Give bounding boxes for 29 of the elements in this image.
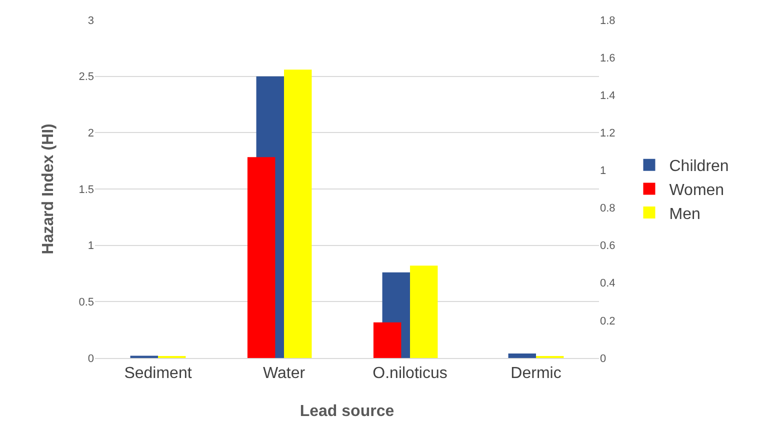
bar [508, 353, 536, 358]
y2-tick-label: 1.4 [600, 90, 616, 102]
legend-label: Women [669, 182, 724, 199]
x-tick-label: Dermic [510, 365, 562, 382]
y-tick-label: 3 [88, 14, 94, 27]
y-axis-title: Hazard Index (HI) [40, 124, 57, 254]
legend-label: Children [669, 158, 729, 176]
bar [410, 266, 438, 358]
y-tick-label: 2.5 [78, 71, 94, 84]
y-tick-label: 0.5 [78, 296, 94, 309]
y2-tick-label: 1 [600, 165, 606, 178]
x-axis-title: Lead source [300, 403, 394, 420]
y-tick-label: 1.5 [78, 184, 94, 196]
y2-tick-label: 0.6 [600, 240, 616, 252]
y-tick-label: 1 [88, 240, 94, 252]
x-tick-label: Water [262, 365, 306, 382]
y2-tick-label: 0.8 [600, 202, 616, 215]
y-tick-label: 2 [88, 128, 94, 140]
bar [284, 70, 312, 358]
y2-tick-label: 0 [600, 352, 606, 365]
y-tick-label: 0 [88, 352, 94, 365]
x-tick-label: O.niloticus [372, 365, 448, 382]
x-tick-label: Sediment [124, 365, 192, 382]
y2-tick-label: 1.8 [600, 14, 616, 27]
y2-tick-label: 1.6 [600, 52, 616, 64]
y2-tick-label: 0.2 [600, 315, 616, 328]
legend-label: Men [669, 206, 700, 223]
y2-tick-label: 1.2 [600, 128, 616, 140]
y2-tick-label: 0.4 [600, 278, 616, 290]
